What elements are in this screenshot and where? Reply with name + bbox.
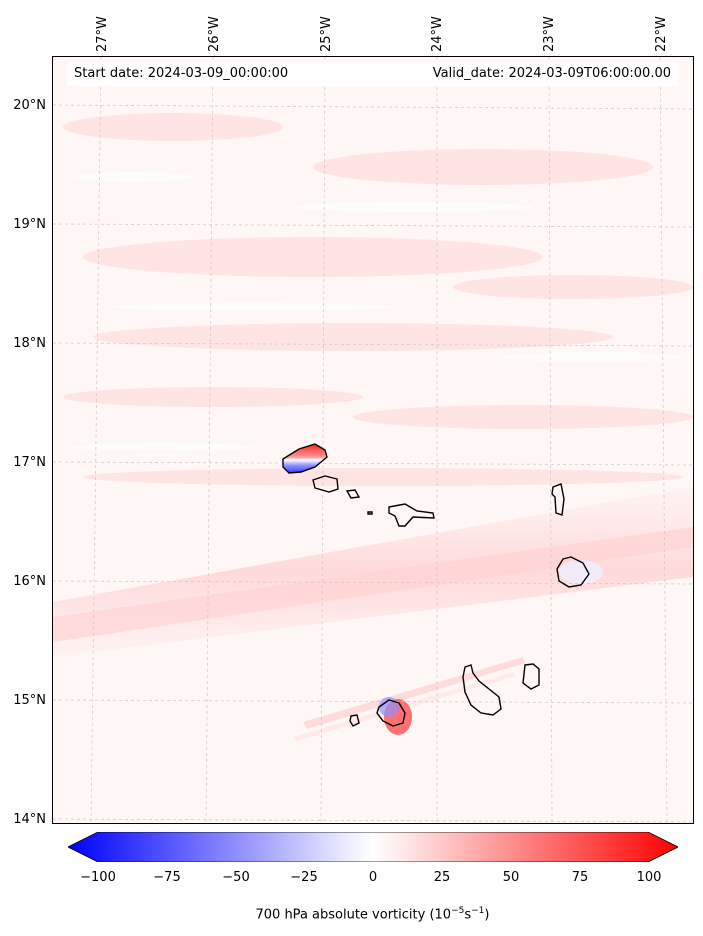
- colorbar-tick: 0: [368, 870, 378, 885]
- lat-label: 17°N: [13, 455, 46, 470]
- colorbar-label-end: ): [484, 907, 490, 923]
- island-raso: [367, 511, 373, 515]
- colorbar: [68, 832, 678, 862]
- colorbar-tick: −75: [153, 870, 181, 885]
- island-santo-antao: [282, 443, 328, 474]
- island-santa-luzia: [345, 489, 361, 499]
- lat-label: 20°N: [13, 98, 46, 113]
- colorbar-tick: 100: [636, 870, 662, 885]
- colorbar-label-text: 700 hPa absolute vorticity (10: [255, 907, 452, 923]
- lat-label: 15°N: [13, 693, 46, 708]
- colorbar-tick: −100: [80, 870, 116, 885]
- colorbar-body: [68, 832, 678, 862]
- gridlines: [53, 57, 693, 823]
- colorbar-tick: 75: [571, 870, 589, 885]
- island-boa-vista: [556, 556, 590, 588]
- island-sao-vicente: [312, 475, 339, 493]
- lon-label: 25°W: [319, 16, 334, 52]
- island-sal: [551, 483, 565, 516]
- start-date-label: Start date: 2024-03-09_00:00:00: [74, 66, 289, 81]
- lon-label: 23°W: [542, 16, 557, 52]
- island-brava: [349, 714, 360, 727]
- colorbar-tick: 50: [502, 870, 520, 885]
- colorbar-label-exp: −5: [451, 906, 465, 916]
- island-santiago: [462, 664, 502, 716]
- colorbar-tick: −50: [222, 870, 250, 885]
- vorticity-field: [53, 57, 693, 823]
- colorbar-tick: 25: [433, 870, 451, 885]
- lon-label: 26°W: [207, 16, 222, 52]
- valid-date-label: Valid_date: 2024-03-09T06:00:00.00: [432, 66, 671, 81]
- island-sao-nicolau: [388, 503, 435, 527]
- colorbar-label: 700 hPa absolute vorticity (10−5s−1): [0, 906, 703, 922]
- islands: [282, 443, 590, 727]
- colorbar-tick: −25: [290, 870, 318, 885]
- colorbar-label-mid: s: [464, 907, 472, 923]
- map-panel: [52, 56, 694, 824]
- lon-label: 27°W: [95, 16, 110, 52]
- lat-label: 19°N: [13, 217, 46, 232]
- island-maio: [522, 663, 540, 690]
- date-box: [67, 62, 678, 86]
- lat-label: 16°N: [13, 574, 46, 589]
- vorticity-map: [53, 57, 693, 823]
- lat-label: 18°N: [13, 336, 46, 351]
- lon-label: 22°W: [654, 16, 669, 52]
- lat-label: 14°N: [13, 812, 46, 827]
- island-fogo: [376, 699, 406, 727]
- lon-label: 24°W: [430, 16, 445, 52]
- colorbar-label-exp2: −1: [471, 906, 485, 916]
